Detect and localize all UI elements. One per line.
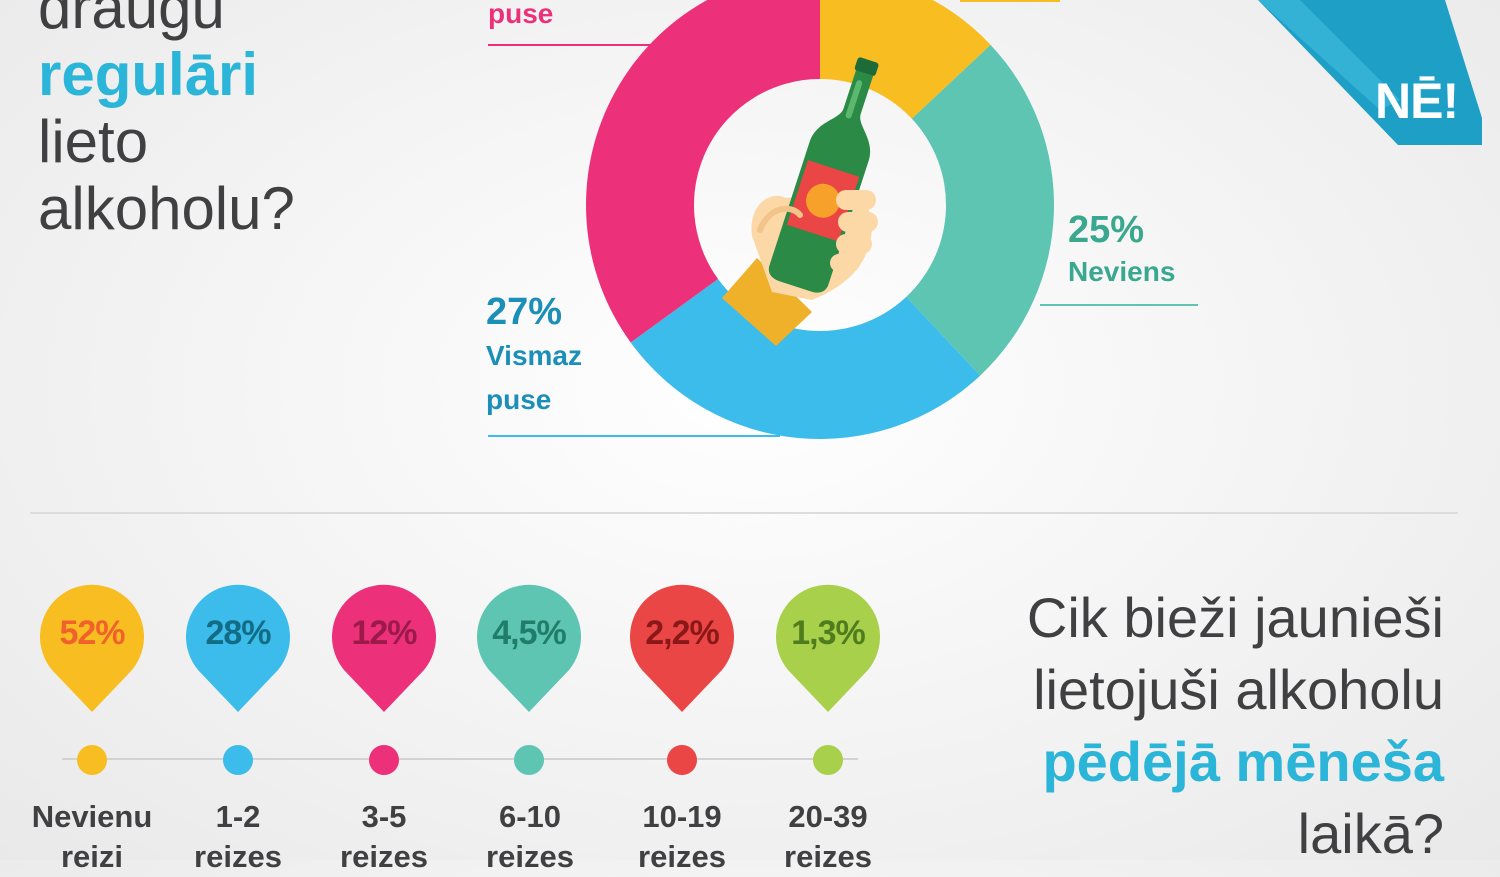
hand-fingers bbox=[830, 190, 878, 272]
pin-marker-1 bbox=[186, 584, 290, 712]
bottom-question-highlight: pēdējā mēneša bbox=[1042, 730, 1444, 793]
pin-value-5: 1,3% bbox=[791, 614, 866, 652]
donut-slice-0 bbox=[820, 0, 991, 119]
label-blue-text-2: puse bbox=[486, 384, 552, 415]
ne-logo-text: NĒ! bbox=[1375, 73, 1459, 129]
top-question-line3: lieto bbox=[38, 108, 149, 175]
label-blue: 27% Vismaz puse bbox=[486, 290, 582, 422]
pin-marker-4 bbox=[630, 584, 734, 712]
pin-value-4: 2,2% bbox=[645, 614, 720, 652]
pin-marker-5 bbox=[776, 584, 880, 712]
donut-slices bbox=[586, 0, 1054, 440]
timeline-dot-2 bbox=[369, 745, 399, 775]
bottle-cap bbox=[854, 57, 879, 76]
timeline-line bbox=[62, 758, 858, 760]
donut-slice-2 bbox=[630, 279, 981, 440]
top-question: draugu regulāri lieto alkoholu? bbox=[38, 0, 295, 242]
label-teal-text: Neviens bbox=[1068, 256, 1176, 287]
label-teal: 25% Neviens bbox=[1068, 208, 1175, 292]
pin-marker-3 bbox=[477, 584, 581, 712]
pin-5: 1,3% bbox=[776, 584, 880, 714]
category-label-3: 6-10 reizes bbox=[486, 799, 574, 874]
timeline-dot-3 bbox=[514, 745, 544, 775]
donut-chart bbox=[488, 0, 1482, 440]
pin-value-1: 28% bbox=[205, 614, 271, 652]
label-pink: puse bbox=[488, 0, 553, 36]
logo-ribbon-highlight bbox=[1258, 0, 1400, 110]
bottle-label-circle bbox=[806, 183, 841, 218]
pin-value-0: 52% bbox=[59, 614, 125, 652]
pin-2: 12% bbox=[332, 584, 436, 714]
section-divider bbox=[30, 512, 1458, 514]
label-blue-percent: 27% bbox=[486, 291, 563, 333]
label-pink-text: puse bbox=[488, 0, 554, 29]
category-label-4: 10-19 reizes bbox=[638, 799, 726, 874]
category-label-5: 20-39 reizes bbox=[784, 799, 872, 874]
thumb-line bbox=[757, 205, 803, 233]
bottom-question: Cik bieži jaunieši lietojuši alkoholu pē… bbox=[1027, 582, 1444, 870]
timeline-dot-0 bbox=[77, 745, 107, 775]
timeline-dot-5 bbox=[813, 745, 843, 775]
ne-logo bbox=[1258, 0, 1482, 145]
sleeve-cuff bbox=[722, 258, 812, 346]
donut-slice-1 bbox=[906, 44, 1054, 376]
bottom-question-line2: lietojuši alkoholu bbox=[1033, 658, 1444, 721]
pin-value-2: 12% bbox=[351, 614, 417, 652]
pin-0: 52% bbox=[40, 584, 144, 714]
bottom-question-line1: Cik bieži jaunieši bbox=[1026, 586, 1444, 649]
bottom-question-line4: laikā? bbox=[1297, 802, 1444, 865]
pin-marker-2 bbox=[332, 584, 436, 712]
category-label-1: 1-2 reizes bbox=[194, 799, 282, 874]
pin-1: 28% bbox=[186, 584, 290, 714]
pin-4: 2,2% bbox=[630, 584, 734, 714]
label-blue-text-1: Vismaz bbox=[486, 340, 582, 371]
label-teal-percent: 25% bbox=[1068, 209, 1145, 251]
category-label-2: 3-5 reizes bbox=[340, 799, 428, 874]
top-question-line4: alkoholu? bbox=[38, 175, 295, 242]
bottle-shine bbox=[845, 80, 863, 119]
category-label-0: Nevienu reizi bbox=[31, 799, 153, 874]
pin-value-3: 4,5% bbox=[492, 614, 567, 652]
pin-marker-0 bbox=[40, 584, 144, 712]
hand-holding-bottle-icon bbox=[722, 57, 879, 346]
top-question-line1: draugu bbox=[38, 0, 225, 41]
top-question-highlight: regulāri bbox=[38, 41, 259, 108]
timeline-dot-4 bbox=[667, 745, 697, 775]
pin-3: 4,5% bbox=[477, 584, 581, 714]
timeline-dot-1 bbox=[223, 745, 253, 775]
donut-slice-3 bbox=[586, 0, 820, 343]
